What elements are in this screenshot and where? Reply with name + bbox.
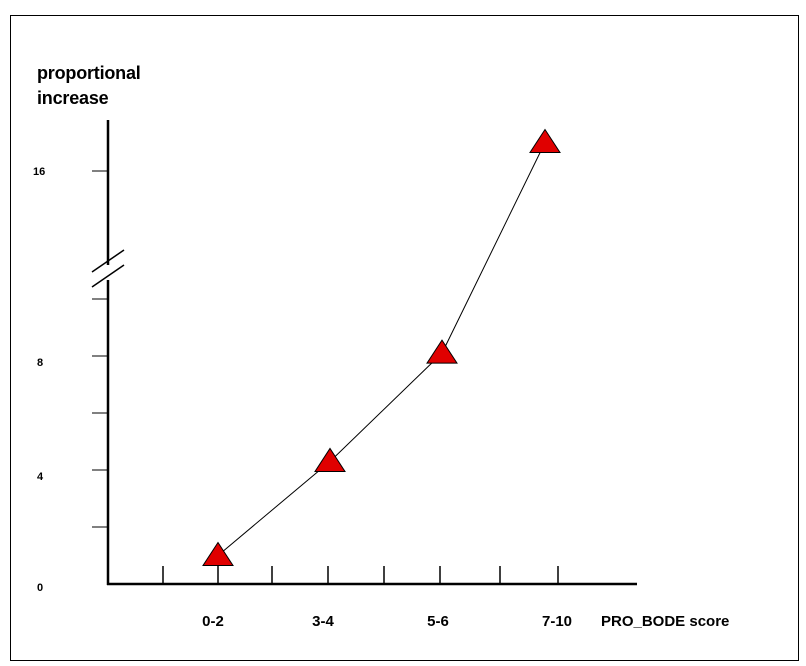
y-tick-label-8: 8 [37, 357, 43, 369]
y-tick-label-4: 4 [37, 471, 44, 483]
y-axis-label-line-1: proportional [37, 63, 141, 83]
series-markers [202, 128, 561, 566]
x-axis-label: PRO_BODE score [601, 613, 729, 630]
x-tick-label-5-6: 5-6 [427, 613, 449, 630]
y-tick-label-16: 16 [33, 166, 45, 178]
data-point-triangle-0-2 [202, 541, 234, 566]
y-axis-label-line-2: increase [37, 88, 109, 108]
data-point-triangle-3-4 [314, 447, 346, 472]
axis-break-mark-1 [91, 249, 125, 273]
y-axis-label: proportional increase [37, 61, 141, 111]
data-point-triangle-5-6 [426, 339, 458, 364]
x-tick-label-3-4: 3-4 [312, 613, 334, 630]
x-tick-label-0-2: 0-2 [202, 613, 224, 630]
x-ticks [162, 566, 559, 584]
axis-break-mark-2 [91, 264, 125, 288]
axes [91, 120, 637, 586]
x-tick-label-7-10: 7-10 [542, 613, 572, 630]
series-line [217, 142, 546, 556]
chart-frame [10, 15, 799, 661]
y-ticks [92, 170, 108, 528]
y-tick-label-0: 0 [37, 582, 43, 594]
x-tick-labels: 0-2 3-4 5-6 7-10 PRO_BODE score [202, 613, 729, 630]
y-tick-labels: 0 4 8 16 [33, 166, 45, 594]
data-point-triangle-7-10 [529, 128, 561, 153]
series-polyline [217, 142, 546, 556]
